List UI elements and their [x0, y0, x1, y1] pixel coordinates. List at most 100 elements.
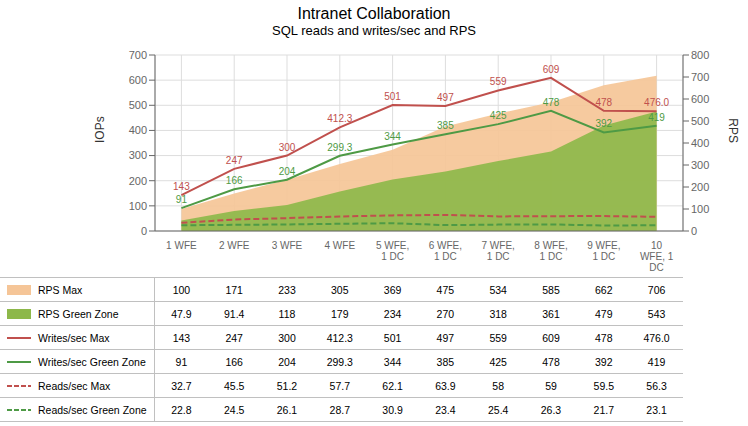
html-text:171: 171 — [225, 283, 243, 296]
svg-text:392: 392 — [595, 118, 612, 129]
svg-text:166: 166 — [226, 175, 243, 186]
svg-text:300: 300 — [279, 142, 296, 153]
html-text:392: 392 — [595, 355, 613, 368]
html-text:51.2: 51.2 — [276, 379, 298, 392]
html-text:57.7: 57.7 — [329, 379, 350, 392]
svg-text:RPS: RPS — [726, 118, 740, 143]
svg-text:1 WFE: 1 WFE — [166, 240, 197, 251]
svg-text:200: 200 — [129, 175, 147, 187]
svg-text:299.3: 299.3 — [327, 142, 352, 153]
svg-text:2 WFE: 2 WFE — [219, 240, 250, 251]
html-text:344: 344 — [383, 355, 402, 368]
svg-text:204: 204 — [279, 166, 296, 177]
svg-text:4 WFE: 4 WFE — [325, 240, 356, 251]
html-text:369: 369 — [383, 283, 402, 296]
svg-text:8 WFE,1 DC: 8 WFE,1 DC — [534, 240, 567, 262]
svg-text:3 WFE: 3 WFE — [272, 240, 303, 251]
html-text:543: 543 — [647, 307, 666, 320]
html-text:270: 270 — [436, 307, 455, 320]
svg-text:200: 200 — [691, 181, 709, 193]
html-text:Writes/sec Max: Writes/sec Max — [38, 331, 110, 344]
svg-text:609: 609 — [543, 64, 560, 75]
svg-text:100: 100 — [691, 203, 709, 215]
svg-text:344: 344 — [384, 131, 401, 142]
html-text:204: 204 — [278, 355, 296, 368]
svg-text:5 WFE,1 DC: 5 WFE,1 DC — [376, 240, 409, 262]
html-text:166: 166 — [225, 355, 243, 368]
html-text:Intranet Collaboration: Intranet Collaboration — [297, 5, 451, 22]
html-text:475: 475 — [436, 283, 455, 296]
svg-text:476.0: 476.0 — [644, 97, 669, 108]
html-text:706: 706 — [647, 283, 666, 296]
svg-text:412.3: 412.3 — [327, 113, 352, 124]
html-text:559: 559 — [489, 331, 507, 344]
html-text:91: 91 — [175, 355, 188, 368]
html-text:497: 497 — [436, 331, 455, 344]
html-text:143: 143 — [172, 331, 191, 344]
svg-text:9 WFE,1 DC: 9 WFE,1 DC — [587, 240, 620, 262]
html-text:501: 501 — [383, 331, 402, 344]
svg-text:247: 247 — [226, 155, 243, 166]
svg-text:425: 425 — [490, 110, 507, 121]
svg-text:497: 497 — [437, 92, 454, 103]
html-text:609: 609 — [542, 331, 560, 344]
html-text:RPS Green Zone: RPS Green Zone — [38, 307, 119, 320]
svg-text:800: 800 — [691, 49, 709, 61]
html-text:425: 425 — [489, 355, 507, 368]
svg-text:6 WFE,1 DC: 6 WFE,1 DC — [429, 240, 462, 262]
svg-text:600: 600 — [691, 93, 709, 105]
html-text:233: 233 — [278, 283, 296, 296]
html-text:Writes/sec Green Zone: Writes/sec Green Zone — [38, 355, 146, 368]
svg-text:419: 419 — [648, 112, 665, 123]
html-text:RPS Max: RPS Max — [38, 283, 83, 296]
svg-text:143: 143 — [173, 181, 190, 192]
svg-text:559: 559 — [490, 76, 507, 87]
html-text:Reads/sec Max: Reads/sec Max — [38, 379, 111, 392]
html-text:45.5: 45.5 — [224, 379, 245, 392]
svg-text:500: 500 — [691, 115, 709, 127]
html-text:47.9: 47.9 — [171, 307, 192, 320]
html-text:585: 585 — [542, 283, 560, 296]
html-text:247: 247 — [225, 331, 243, 344]
svg-text:0: 0 — [691, 225, 697, 237]
svg-text:91: 91 — [176, 194, 188, 205]
html-text:534: 534 — [489, 283, 507, 296]
html-text:478: 478 — [542, 355, 560, 368]
html-text:234: 234 — [383, 307, 402, 320]
svg-text:700: 700 — [691, 71, 709, 83]
html-text:100: 100 — [172, 283, 191, 296]
html-text:419: 419 — [647, 355, 666, 368]
html-text:479: 479 — [595, 307, 613, 320]
svg-text:700: 700 — [129, 49, 147, 61]
svg-text:0: 0 — [141, 225, 147, 237]
svg-text:7 WFE,1 DC: 7 WFE,1 DC — [482, 240, 515, 262]
html-text:476.0: 476.0 — [643, 331, 670, 344]
svg-text:501: 501 — [384, 91, 401, 102]
html-text:385: 385 — [436, 355, 455, 368]
html-text:305: 305 — [331, 283, 349, 296]
svg-text:300: 300 — [129, 149, 147, 161]
svg-text:100: 100 — [129, 200, 147, 212]
svg-text:500: 500 — [129, 99, 147, 111]
html-text:32.7: 32.7 — [171, 379, 192, 392]
html-text:478: 478 — [595, 331, 613, 344]
svg-text:400: 400 — [691, 137, 709, 149]
svg-text:478: 478 — [543, 97, 560, 108]
html-text:91.4: 91.4 — [224, 307, 245, 320]
html-text:179: 179 — [331, 307, 349, 320]
html-text:300: 300 — [278, 331, 296, 344]
html-text:299.3: 299.3 — [326, 355, 353, 368]
svg-text:385: 385 — [437, 120, 454, 131]
html-text:361: 361 — [542, 307, 560, 320]
html-text:412.3: 412.3 — [326, 331, 353, 344]
svg-text:300: 300 — [691, 159, 709, 171]
html-text:662: 662 — [595, 283, 613, 296]
html-text:SQL reads and writes/sec and R: SQL reads and writes/sec and RPS — [272, 23, 476, 38]
svg-text:400: 400 — [129, 124, 147, 136]
html-text:318: 318 — [489, 307, 507, 320]
svg-text:600: 600 — [129, 74, 147, 86]
html-text:118: 118 — [278, 307, 296, 320]
svg-text:IOPs: IOPs — [93, 116, 107, 143]
svg-text:478: 478 — [595, 97, 612, 108]
svg-text:10WFE, 1DC: 10WFE, 1DC — [640, 240, 674, 271]
